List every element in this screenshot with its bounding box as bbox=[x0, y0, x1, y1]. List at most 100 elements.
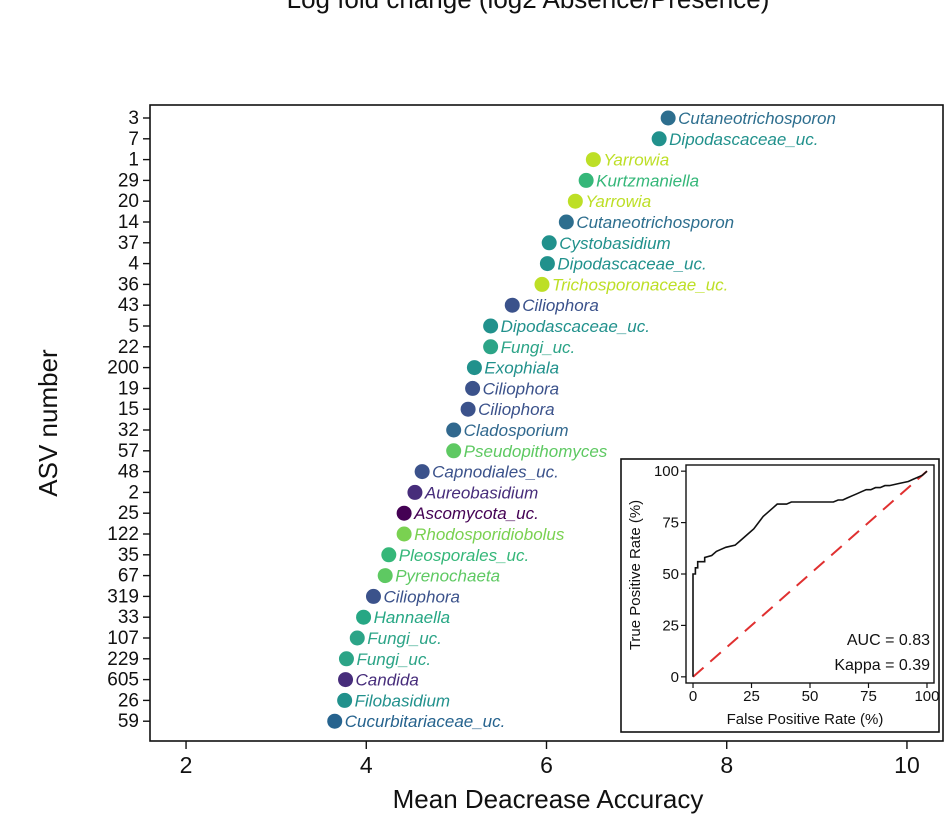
roc-inset: 0 25 50 75 100 0 25 50 75 100 False Positive Rat… bbox=[620, 458, 940, 733]
x-axis-title: Mean Deacrease Accuracy bbox=[393, 784, 704, 814]
roc-inset-frame bbox=[620, 458, 940, 733]
y-tick-label: 67 bbox=[118, 566, 139, 587]
data-point bbox=[558, 214, 574, 230]
data-point bbox=[396, 505, 412, 521]
y-tick-label: 33 bbox=[118, 607, 139, 628]
point-label: Yarrowia bbox=[603, 151, 669, 170]
roc-x-tick-label: 25 bbox=[743, 688, 760, 705]
kappa-label: Kappa = 0.39 bbox=[834, 657, 930, 674]
roc-y-tick-label: 0 bbox=[671, 669, 679, 686]
point-label: Exophiala bbox=[484, 359, 559, 378]
roc-x-tick-group: 0 25 50 75 100 bbox=[689, 683, 939, 705]
data-point bbox=[567, 193, 583, 209]
roc-y-tick-label: 25 bbox=[662, 617, 679, 634]
x-tick-label: 10 bbox=[894, 752, 920, 778]
x-tick-group: 2 4 6 8 10 bbox=[180, 741, 920, 778]
y-tick-label: 43 bbox=[118, 295, 139, 316]
scatter-points: CutaneotrichosporonDipodascaceae_uc.Yarr… bbox=[327, 109, 836, 731]
top-title: Log fold change (log2 Absence/Presence) bbox=[287, 0, 770, 14]
point-label: Hannaella bbox=[374, 608, 451, 627]
y-tick-label: 7 bbox=[128, 129, 139, 150]
roc-y-title: True Positive Rate (%) bbox=[627, 500, 644, 650]
point-label: Cutaneotrichosporon bbox=[678, 109, 836, 128]
roc-x-tick-label: 75 bbox=[860, 688, 877, 705]
point-label: Fungi_uc. bbox=[356, 650, 431, 669]
roc-x-title: False Positive Rate (%) bbox=[727, 711, 884, 728]
point-label: Ciliophora bbox=[483, 379, 560, 398]
point-label: Candida bbox=[356, 671, 419, 690]
point-label: Cystobasidium bbox=[559, 234, 671, 253]
point-label: Fungi_uc. bbox=[501, 338, 576, 357]
y-tick-label: 1 bbox=[128, 150, 139, 171]
y-tick-label: 3 bbox=[128, 108, 139, 129]
y-tick-label: 25 bbox=[118, 503, 139, 524]
data-point bbox=[365, 588, 381, 604]
data-point bbox=[534, 276, 550, 292]
roc-x-tick-label: 100 bbox=[914, 688, 939, 705]
point-label: Pyrenochaeta bbox=[395, 567, 500, 586]
y-tick-label: 229 bbox=[107, 649, 139, 670]
point-label: Cutaneotrichosporon bbox=[576, 213, 734, 232]
y-tick-label: 20 bbox=[118, 191, 139, 212]
y-tick-label: 22 bbox=[118, 337, 139, 358]
y-tick-label: 5 bbox=[128, 316, 139, 337]
point-label: Ascomycota_uc. bbox=[413, 504, 539, 523]
y-tick-label: 59 bbox=[118, 711, 139, 732]
y-tick-label: 48 bbox=[118, 462, 139, 483]
y-tick-label: 107 bbox=[107, 628, 139, 649]
y-axis-title: ASV number bbox=[33, 349, 63, 497]
data-point bbox=[578, 172, 594, 188]
y-tick-label: 36 bbox=[118, 274, 139, 295]
roc-y-tick-label: 100 bbox=[654, 463, 679, 480]
y-tick-label: 200 bbox=[107, 358, 139, 379]
roc-reference-line bbox=[692, 470, 928, 678]
point-label: Ciliophora bbox=[478, 400, 555, 419]
x-tick-label: 6 bbox=[540, 752, 553, 778]
data-point bbox=[356, 609, 372, 625]
point-label: Pseudopithomyces bbox=[464, 442, 608, 461]
roc-y-tick-label: 50 bbox=[662, 566, 679, 583]
y-tick-label: 32 bbox=[118, 420, 139, 441]
y-tick-label: 26 bbox=[118, 690, 139, 711]
y-tick-label: 2 bbox=[128, 482, 139, 503]
y-tick-label: 605 bbox=[107, 670, 139, 691]
point-label: Cucurbitariaceae_uc. bbox=[345, 712, 506, 731]
y-tick-label: 57 bbox=[118, 441, 139, 462]
y-tick-label: 14 bbox=[118, 212, 140, 233]
data-point bbox=[483, 318, 499, 334]
y-tick-label: 29 bbox=[118, 170, 139, 191]
data-point bbox=[660, 110, 676, 126]
data-point bbox=[396, 526, 412, 542]
data-point bbox=[377, 568, 393, 584]
point-label: Dipodascaceae_uc. bbox=[501, 317, 650, 336]
point-label: Ciliophora bbox=[522, 296, 599, 315]
point-label: Trichosporonaceae_uc. bbox=[552, 275, 728, 294]
data-point bbox=[381, 547, 397, 563]
y-tick-label: 19 bbox=[118, 378, 139, 399]
point-label: Kurtzmaniella bbox=[596, 171, 699, 190]
point-label: Capnodiales_uc. bbox=[432, 463, 559, 482]
data-point bbox=[504, 297, 520, 313]
point-label: Ciliophora bbox=[383, 587, 460, 606]
roc-x-tick-label: 50 bbox=[802, 688, 819, 705]
data-point bbox=[337, 692, 353, 708]
point-label: Fungi_uc. bbox=[367, 629, 442, 648]
roc-x-tick-label: 0 bbox=[689, 688, 697, 705]
x-tick-label: 8 bbox=[720, 752, 733, 778]
x-tick-label: 2 bbox=[180, 752, 193, 778]
roc-y-tick-label: 75 bbox=[662, 515, 679, 532]
point-label: Pleosporales_uc. bbox=[399, 546, 529, 565]
data-point bbox=[349, 630, 365, 646]
data-point bbox=[541, 235, 557, 251]
data-point bbox=[338, 672, 354, 688]
data-point bbox=[651, 131, 667, 147]
data-point bbox=[539, 256, 555, 272]
point-label: Dipodascaceae_uc. bbox=[557, 255, 706, 274]
data-point bbox=[460, 401, 476, 417]
y-tick-label: 4 bbox=[128, 254, 139, 275]
point-label: Dipodascaceae_uc. bbox=[669, 130, 818, 149]
data-point bbox=[585, 152, 601, 168]
y-tick-label: 15 bbox=[118, 399, 139, 420]
point-label: Yarrowia bbox=[585, 192, 651, 211]
point-label: Cladosporium bbox=[464, 421, 569, 440]
